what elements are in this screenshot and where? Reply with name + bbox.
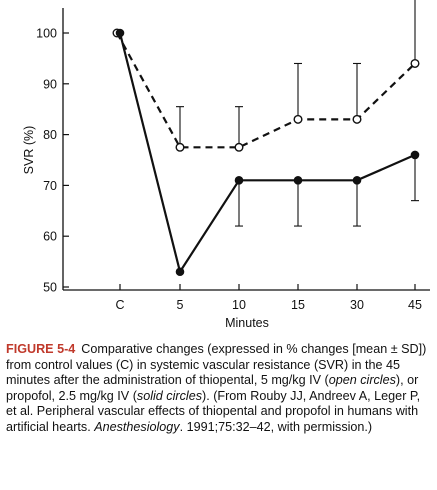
caption-text-2: ), or propofol, 2.5 mg/kg IV (	[6, 373, 419, 403]
y-tick-label: 90	[43, 77, 57, 91]
point-solid	[115, 28, 125, 38]
point-solid	[175, 267, 185, 277]
y-tick-label: 80	[43, 128, 57, 142]
x-tick-label: 30	[350, 298, 364, 312]
point-solid	[352, 176, 362, 185]
figure-caption: FIGURE 5-4 Comparative changes (expressed…	[6, 342, 432, 436]
series-lines	[116, 32, 416, 275]
point-solid	[410, 150, 420, 160]
x-tick-label: C	[115, 298, 124, 312]
series-line-solid	[118, 32, 416, 275]
svr-chart: 50 60 70 80 90 100 C 5 10 15 30 45 Minutes SVR (%)	[22, 0, 430, 331]
series-line-open	[116, 32, 416, 149]
y-tick-label: 50	[43, 281, 57, 295]
y-tick-label: 100	[36, 27, 57, 41]
error-bars	[176, 0, 419, 227]
x-tick-label: 45	[408, 298, 422, 312]
axis-labels: 50 60 70 80 90 100 C 5 10 15 30 45 Minutes SVR (%)	[22, 27, 422, 331]
y-tick-label: 60	[43, 230, 57, 244]
caption-open-circles: open circles	[328, 373, 396, 388]
caption-text-4: . 1991;75:32–42, with permission.)	[179, 419, 373, 434]
data-points	[112, 28, 420, 277]
y-axis-label: SVR (%)	[22, 126, 36, 175]
axes	[62, 8, 430, 291]
x-axis-label: Minutes	[225, 316, 269, 330]
x-tick-label: 10	[232, 298, 246, 312]
point-open	[175, 142, 185, 152]
point-open	[410, 58, 420, 68]
caption-solid-circles: solid circles	[136, 388, 202, 403]
x-tick-label: 15	[291, 298, 305, 312]
figure-label: FIGURE 5-4	[6, 342, 76, 356]
y-tick-label: 70	[43, 179, 57, 193]
point-open	[352, 114, 362, 124]
point-open	[234, 142, 244, 152]
caption-text-3: ). (From Rouby JJ, Andreev A, Leger P, e…	[6, 388, 421, 434]
caption-text-1: Comparative changes (expressed in % chan…	[6, 342, 427, 388]
point-solid	[234, 176, 244, 185]
point-open	[293, 114, 303, 124]
point-solid	[293, 176, 303, 185]
caption-journal: Anesthesiology	[94, 419, 180, 434]
x-tick-label: 5	[177, 298, 184, 312]
